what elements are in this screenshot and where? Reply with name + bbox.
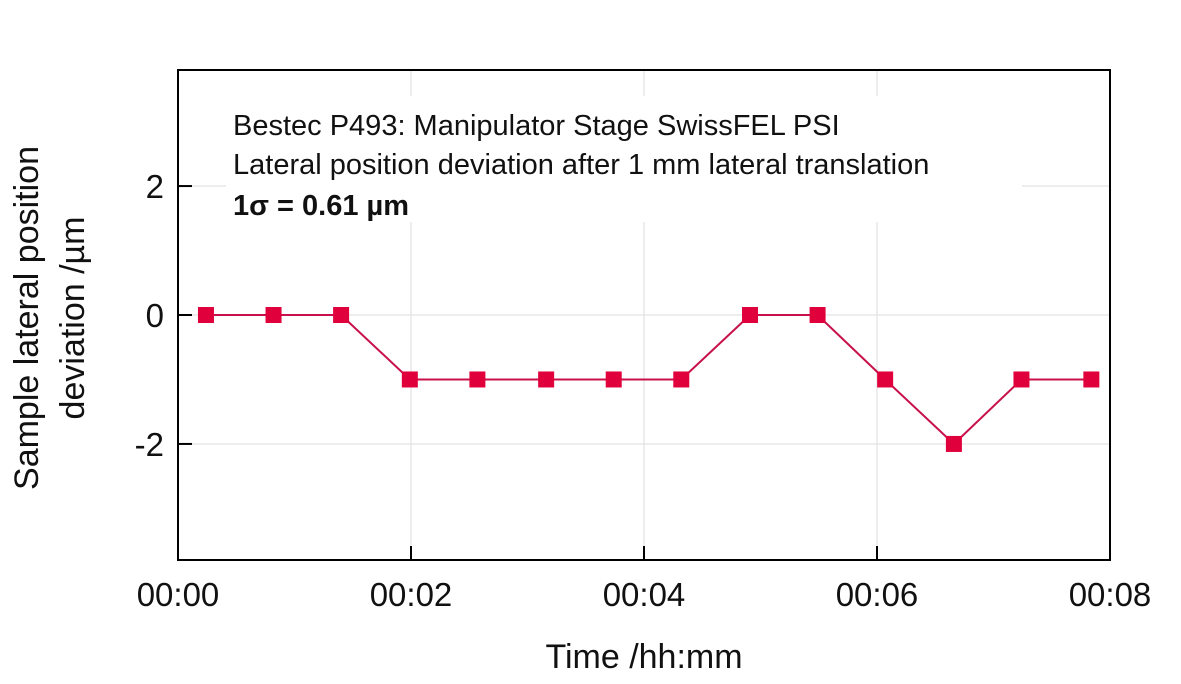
annotation-background	[226, 96, 1022, 222]
data-point	[265, 307, 282, 323]
data-point	[469, 371, 486, 388]
y-axis-label-line-1: Sample lateral position	[8, 146, 46, 490]
y-tick-label: -2	[135, 426, 164, 463]
data-point	[333, 307, 350, 323]
annotation-line-2: Lateral position deviation after 1 mm la…	[233, 149, 929, 181]
x-tick-label: 00:06	[836, 576, 919, 613]
x-tick-label: 00:04	[603, 576, 686, 613]
x-tick-label: 00:02	[370, 576, 453, 613]
data-point	[1083, 371, 1100, 388]
series-line	[205, 314, 1092, 446]
y-axis-label-line-2: deviation /µm	[54, 217, 92, 420]
annotation-line-3: 1σ = 0.61 µm	[233, 190, 409, 222]
data-point	[742, 307, 759, 323]
annotation-line-1: Bestec P493: Manipulator Stage SwissFEL …	[233, 110, 840, 142]
data-point	[605, 371, 622, 388]
data-point	[673, 371, 690, 388]
data-point	[538, 371, 555, 388]
ticks: 00:00 00:02 00:04 00:06 00:08 2 0 -2	[135, 168, 1152, 613]
data-point	[877, 371, 894, 388]
data-point	[401, 371, 418, 388]
data-point	[1013, 371, 1030, 388]
data-point	[945, 435, 962, 452]
series	[197, 307, 1100, 452]
x-tick-label: 00:00	[137, 576, 220, 613]
data-point	[809, 307, 826, 323]
data-point	[197, 307, 214, 323]
y-tick-label: 2	[146, 168, 164, 205]
y-tick-label: 0	[146, 297, 164, 334]
x-tick-label: 00:08	[1069, 576, 1152, 613]
x-axis-label: Time /hh:mm	[545, 638, 742, 676]
